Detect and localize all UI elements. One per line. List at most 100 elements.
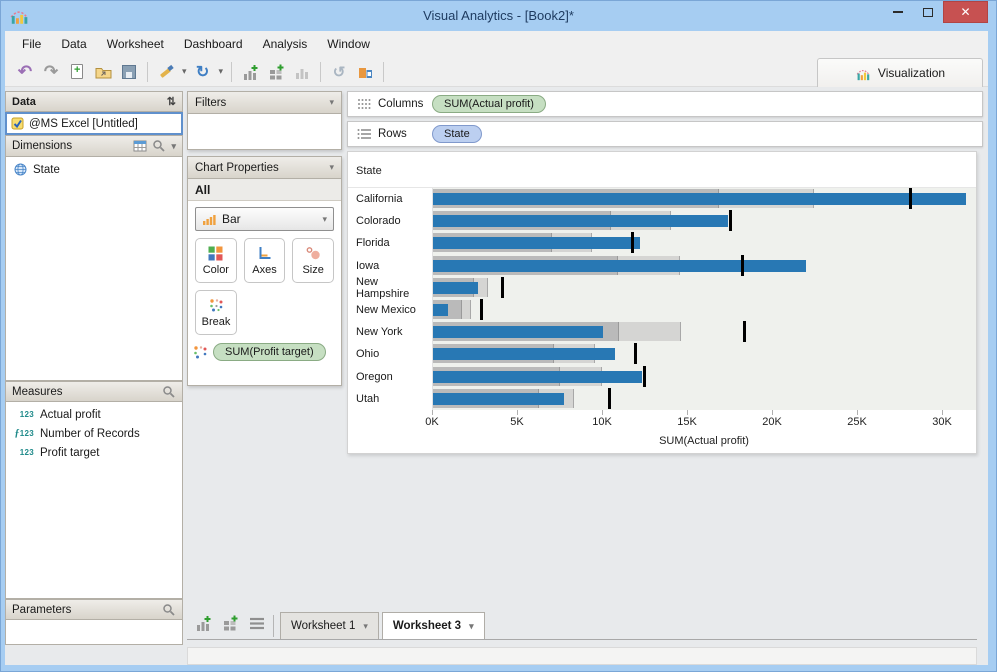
row-label[interactable]: Florida [348, 232, 432, 255]
chart-properties-menu-caret[interactable]: ▾ [329, 162, 334, 172]
rows-shelf[interactable]: Rows ▾ State [347, 121, 983, 147]
actual-profit-bar[interactable] [433, 281, 478, 294]
maximize-icon [923, 7, 933, 17]
bullet-row[interactable]: California [348, 188, 976, 211]
profit-target-tick[interactable] [643, 365, 647, 387]
row-label[interactable]: New York [348, 321, 432, 344]
new-workbook-button[interactable] [65, 60, 89, 84]
axes-button[interactable]: Axes [243, 238, 286, 283]
row-field-header[interactable]: State [356, 165, 382, 177]
row-label[interactable]: Colorado [348, 210, 432, 233]
new-worksheet-tab-button[interactable] [195, 615, 212, 636]
chart-type-dropdown[interactable]: Bar ▾ [195, 207, 334, 231]
actual-profit-bar[interactable] [433, 193, 966, 205]
new-dashboard-button[interactable] [264, 60, 288, 84]
profit-target-tick[interactable] [500, 276, 504, 298]
actual-profit-bar[interactable] [433, 348, 615, 361]
close-button[interactable]: ✕ [943, 1, 988, 23]
undo-button[interactable]: ↶ [13, 60, 37, 84]
tab-caret[interactable]: ▾ [469, 620, 474, 631]
profit-target-tick[interactable] [728, 210, 732, 232]
profit-target-tick[interactable] [908, 188, 912, 209]
menu-window[interactable]: Window [327, 37, 370, 51]
duplicate-sheet-button[interactable] [290, 60, 314, 84]
bullet-row[interactable]: Oregon [348, 365, 976, 388]
open-button[interactable] [91, 60, 115, 84]
minimize-button[interactable] [883, 1, 913, 23]
row-label[interactable]: New Hampshire [348, 276, 432, 300]
bullet-row[interactable]: Colorado [348, 210, 976, 233]
data-source-item[interactable]: @MS Excel [Untitled] [5, 112, 183, 135]
row-label[interactable]: Oregon [348, 365, 432, 388]
title-bar[interactable]: Visual Analytics - [Book2]* ✕ [1, 1, 996, 31]
presentation-button[interactable] [353, 60, 377, 84]
new-dashboard-tab-button[interactable] [222, 615, 239, 636]
actual-profit-bar[interactable] [433, 259, 807, 272]
bullet-row[interactable]: Utah [348, 387, 976, 410]
format-wand-button[interactable] [154, 60, 178, 84]
dimensions-menu-caret[interactable]: ▾ [171, 140, 176, 151]
tab-worksheet-1[interactable]: Worksheet 1 ▾ [280, 612, 379, 639]
tab-worksheet-3[interactable]: Worksheet 3 ▾ [381, 612, 485, 639]
measure-item-actual-profit[interactable]: 123 Actual profit [6, 405, 182, 424]
view-data-table-icon[interactable] [133, 140, 147, 152]
actual-profit-bar[interactable] [433, 392, 564, 405]
break-button[interactable]: Break [195, 290, 237, 335]
row-label[interactable]: Utah [348, 387, 432, 410]
filters-menu-caret[interactable]: ▾ [329, 97, 334, 107]
maximize-button[interactable] [913, 1, 943, 23]
menu-file[interactable]: File [22, 37, 42, 51]
profit-target-tick[interactable] [630, 232, 634, 254]
swap-axes-button[interactable]: ↺ [327, 60, 351, 84]
dimension-item-state[interactable]: State [6, 160, 182, 179]
actual-profit-bar[interactable] [433, 237, 641, 250]
refresh-caret[interactable]: ▾ [218, 66, 224, 76]
bullet-row[interactable]: New Hampshire [348, 276, 976, 300]
profit-target-tick[interactable] [479, 298, 483, 320]
menu-analysis[interactable]: Analysis [262, 37, 308, 51]
new-worksheet-button[interactable] [238, 60, 262, 84]
tab-caret[interactable]: ▾ [363, 620, 368, 631]
bullet-row[interactable]: Iowa [348, 254, 976, 277]
actual-profit-bar[interactable] [433, 326, 603, 339]
row-label[interactable]: Ohio [348, 343, 432, 366]
measures-search-icon[interactable] [162, 385, 176, 399]
collapse-panes-icon[interactable]: ⇅ [166, 96, 176, 108]
profit-target-tick[interactable] [740, 254, 744, 276]
actual-profit-bar[interactable] [433, 215, 729, 228]
visualization-tab[interactable]: Visualization [817, 58, 983, 87]
dimensions-search-icon[interactable] [152, 139, 166, 153]
measure-item-profit-target[interactable]: 123 Profit target [6, 443, 182, 462]
actual-profit-pill[interactable]: SUM(Actual profit) [432, 95, 546, 113]
bullet-row[interactable]: New Mexico [348, 298, 976, 322]
menu-worksheet[interactable]: Worksheet [106, 37, 164, 51]
sheet-list-button[interactable] [249, 617, 265, 635]
actual-profit-bar[interactable] [433, 370, 642, 383]
x-axis[interactable]: 0K 5K 10K 15K 20K 25K 30K SUM(Actual profit) [425, 410, 976, 447]
columns-shelf[interactable]: Columns ▾ SUM(Actual profit) [347, 91, 983, 117]
measure-item-number-of-records[interactable]: ƒ123 Number of Records [6, 424, 182, 443]
row-label[interactable]: California [348, 188, 432, 211]
bullet-row[interactable]: Ohio [348, 343, 976, 366]
bullet-row[interactable]: New York [348, 321, 976, 344]
filters-shelf[interactable] [187, 114, 342, 150]
profit-target-pill[interactable]: SUM(Profit target) [213, 343, 326, 361]
menu-data[interactable]: Data [61, 37, 87, 51]
parameters-search-icon[interactable] [162, 603, 176, 617]
state-pill[interactable]: State [432, 125, 482, 143]
actual-profit-bar[interactable] [433, 303, 449, 316]
profit-target-tick[interactable] [742, 321, 746, 343]
color-button[interactable]: Color [195, 238, 237, 283]
row-label[interactable]: Iowa [348, 254, 432, 277]
row-label[interactable]: New Mexico [348, 298, 432, 322]
size-button[interactable]: Size [292, 238, 335, 283]
bullet-row[interactable]: Florida [348, 232, 976, 255]
format-wand-caret[interactable]: ▾ [182, 66, 187, 76]
profit-target-tick[interactable] [608, 387, 612, 409]
profit-target-tick[interactable] [633, 343, 637, 365]
redo-button[interactable]: ↷ [39, 60, 63, 84]
save-button[interactable] [117, 60, 141, 84]
refresh-button[interactable]: ↻ [191, 60, 215, 84]
row-pane [432, 254, 976, 277]
menu-dashboard[interactable]: Dashboard [183, 37, 243, 51]
